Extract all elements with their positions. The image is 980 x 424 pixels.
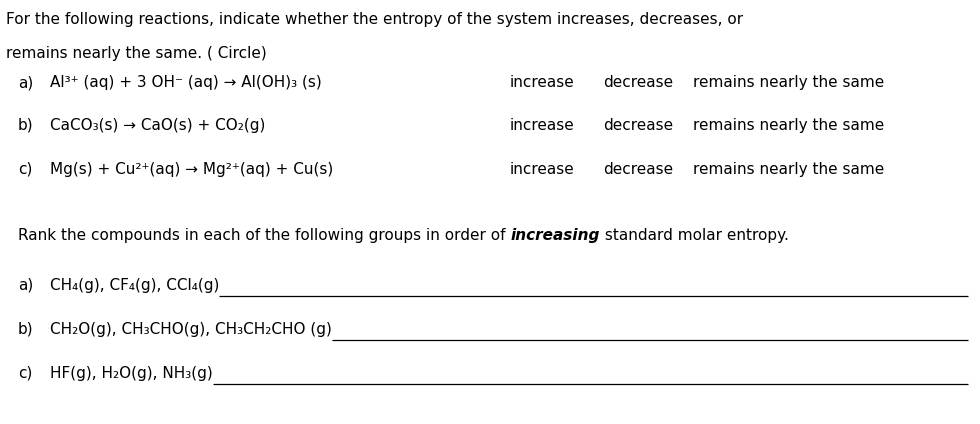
- Text: decrease: decrease: [603, 162, 673, 177]
- Text: a): a): [18, 278, 33, 293]
- Text: b): b): [18, 118, 33, 133]
- Text: Mg(s) + Cu²⁺(aq) → Mg²⁺(aq) + Cu(s): Mg(s) + Cu²⁺(aq) → Mg²⁺(aq) + Cu(s): [50, 162, 333, 177]
- Text: HF(g), H₂O(g), NH₃(g): HF(g), H₂O(g), NH₃(g): [50, 366, 213, 381]
- Text: For the following reactions, indicate whether the entropy of the system increase: For the following reactions, indicate wh…: [6, 12, 743, 27]
- Text: increasing: increasing: [511, 228, 600, 243]
- Text: CH₄(g), CF₄(g), CCl₄(g): CH₄(g), CF₄(g), CCl₄(g): [50, 278, 220, 293]
- Text: decrease: decrease: [603, 75, 673, 90]
- Text: Rank the compounds in each of the following groups in order of: Rank the compounds in each of the follow…: [18, 228, 511, 243]
- Text: CH₂O(g), CH₃CHO(g), CH₃CH₂CHO (g): CH₂O(g), CH₃CHO(g), CH₃CH₂CHO (g): [50, 322, 332, 337]
- Text: remains nearly the same. ( Circle): remains nearly the same. ( Circle): [6, 46, 267, 61]
- Text: b): b): [18, 322, 33, 337]
- Text: remains nearly the same: remains nearly the same: [693, 118, 884, 133]
- Text: increase: increase: [510, 118, 574, 133]
- Text: remains nearly the same: remains nearly the same: [693, 75, 884, 90]
- Text: Al³⁺ (aq) + 3 OH⁻ (aq) → Al(OH)₃ (s): Al³⁺ (aq) + 3 OH⁻ (aq) → Al(OH)₃ (s): [50, 75, 321, 90]
- Text: c): c): [18, 162, 32, 177]
- Text: remains nearly the same: remains nearly the same: [693, 162, 884, 177]
- Text: increase: increase: [510, 75, 574, 90]
- Text: a): a): [18, 75, 33, 90]
- Text: c): c): [18, 366, 32, 381]
- Text: CaCO₃(s) → CaO(s) + CO₂(g): CaCO₃(s) → CaO(s) + CO₂(g): [50, 118, 266, 133]
- Text: increase: increase: [510, 162, 574, 177]
- Text: decrease: decrease: [603, 118, 673, 133]
- Text: standard molar entropy.: standard molar entropy.: [600, 228, 789, 243]
